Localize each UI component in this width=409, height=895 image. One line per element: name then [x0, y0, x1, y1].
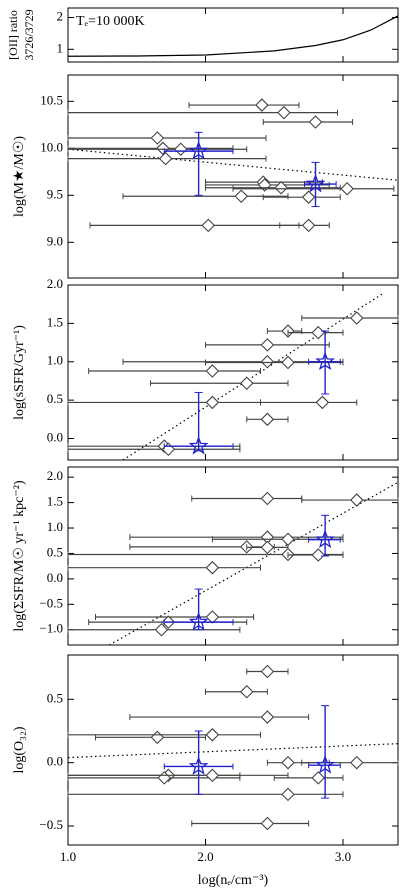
star	[188, 611, 209, 631]
diamond	[349, 311, 364, 325]
diamond	[205, 364, 220, 378]
diamond	[311, 771, 326, 785]
y-axis-label: log(sSFR/Gyr⁻¹)	[12, 325, 27, 420]
diamond	[260, 338, 275, 352]
fit-line	[68, 743, 398, 759]
diamond	[260, 816, 275, 831]
diamond	[260, 540, 275, 555]
ratio-curve	[68, 15, 398, 57]
y-tick-label: 10.5	[40, 92, 63, 107]
star	[188, 756, 209, 775]
star	[315, 754, 336, 774]
y-tick-label: 0.5	[47, 690, 63, 705]
diamond	[239, 376, 254, 391]
annotation: Tₑ=10 000K	[76, 14, 145, 29]
diamond	[173, 142, 188, 157]
star	[188, 140, 209, 160]
y-tick-label: 1.5	[47, 314, 63, 329]
panel-frame	[67, 7, 399, 63]
diamond	[274, 180, 288, 195]
star	[188, 435, 209, 455]
diamond	[239, 684, 254, 699]
diamond	[234, 189, 249, 204]
diamond	[205, 395, 220, 410]
panel-frame	[67, 466, 399, 646]
panel-frame	[67, 74, 399, 279]
diamond	[205, 560, 220, 575]
y-tick-label: −0.5	[39, 595, 63, 610]
y-axis-label: [OII] ratio	[6, 10, 20, 60]
star	[315, 351, 336, 371]
star	[315, 529, 336, 549]
y-tick-label: 2.0	[47, 276, 63, 291]
x-tick-label: 1.0	[60, 849, 76, 864]
diamond	[260, 491, 275, 506]
diamond	[311, 548, 326, 562]
diamond	[156, 141, 170, 156]
y-tick-label: 2	[57, 9, 64, 24]
x-axis-label: log(nₑ/cm⁻³)	[198, 873, 269, 888]
y-tick-label: 9.5	[47, 186, 63, 201]
diamond	[349, 493, 364, 507]
star	[305, 173, 326, 193]
diamond	[349, 755, 364, 770]
y-tick-label: 0.5	[47, 544, 63, 559]
fit-line	[108, 481, 398, 645]
diamond	[281, 355, 295, 370]
fit-line	[68, 148, 398, 181]
diamond	[260, 412, 275, 427]
diamond	[281, 787, 295, 802]
diamond	[260, 354, 275, 369]
y-tick-label: 10.0	[40, 139, 63, 154]
diamond	[158, 151, 173, 166]
y-tick-label: 1	[57, 40, 64, 55]
diamond	[281, 532, 295, 546]
y-tick-label: 0.0	[47, 429, 63, 444]
y-axis-label: log(O₃₂)	[12, 726, 27, 773]
y-tick-label: 0.0	[47, 570, 63, 585]
y-axis-label: 3726/3729	[22, 9, 36, 60]
diamond	[308, 115, 323, 129]
y-tick-label: 0.5	[47, 391, 63, 406]
x-tick-label: 3.0	[335, 849, 351, 864]
diamond	[201, 218, 216, 233]
panel-frame	[67, 284, 399, 461]
y-axis-label: log(M★/M☉)	[12, 136, 27, 217]
diamond	[260, 664, 275, 679]
diamond	[315, 395, 330, 410]
y-tick-label: −1.0	[39, 621, 63, 636]
y-tick-label: 2.0	[47, 468, 63, 483]
y-tick-label: 1.5	[47, 494, 63, 509]
y-tick-label: 9.0	[47, 233, 63, 248]
diamond	[150, 730, 165, 745]
diamond	[301, 190, 316, 204]
diamond	[340, 181, 354, 196]
diamond	[255, 98, 269, 112]
diamond	[277, 105, 291, 120]
y-tick-label: 1.0	[47, 519, 63, 534]
x-tick-label: 2.0	[197, 849, 213, 864]
diamond	[260, 710, 275, 724]
diamond	[205, 610, 220, 624]
diamond	[205, 768, 220, 783]
y-tick-label: 0.0	[47, 754, 63, 769]
diamond	[154, 622, 169, 637]
diamond	[301, 218, 316, 233]
y-tick-label: 1.0	[47, 353, 63, 368]
y-axis-label: log(ΣSFR/M☉ yr⁻¹ kpc⁻²)	[12, 480, 27, 632]
diamond	[150, 131, 165, 145]
diamond	[311, 325, 326, 340]
y-tick-label: −0.5	[39, 817, 63, 832]
diamond	[281, 755, 295, 770]
panel-frame	[67, 654, 399, 846]
diamond	[205, 728, 220, 742]
